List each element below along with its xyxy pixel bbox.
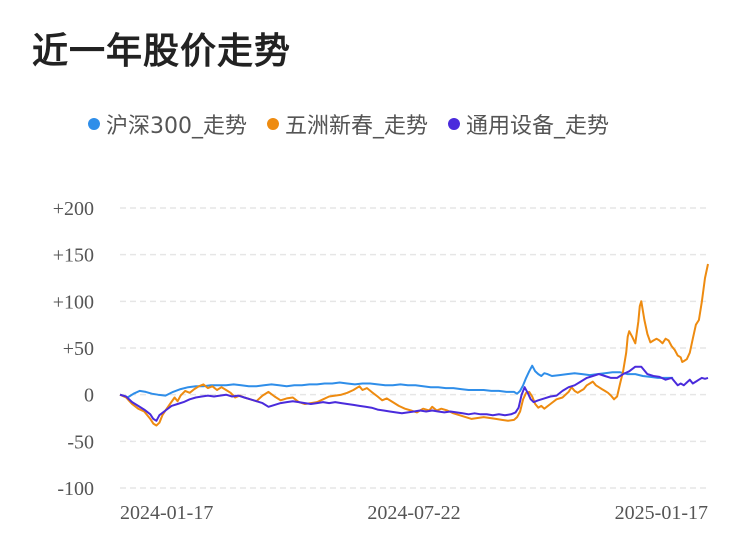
legend-item-wuzhou[interactable]: 五洲新春_走势: [267, 108, 428, 140]
series-line-1: [119, 263, 709, 427]
series-line-0: [119, 364, 674, 399]
x-tick-label: 2024-07-22: [367, 502, 460, 524]
legend-dot-icon: [88, 118, 100, 130]
y-axis-ticks: +200 +150 +100 +50 0 -50 -100: [53, 198, 94, 500]
legend-item-tongyong[interactable]: 通用设备_走势: [448, 108, 609, 140]
x-tick-label: 2025-01-17: [615, 502, 708, 524]
y-tick-label: 0: [84, 385, 94, 407]
legend: 沪深300_走势 五洲新春_走势 通用设备_走势: [88, 108, 629, 140]
legend-label-hs300: 沪深300_走势: [106, 114, 247, 139]
x-axis-ticks: 2024-01-17 2024-07-22 2025-01-17: [120, 502, 708, 524]
legend-item-hs300[interactable]: 沪深300_走势: [88, 108, 247, 140]
y-tick-label: +200: [53, 198, 94, 220]
gridlines: [120, 207, 708, 489]
y-tick-label: +50: [63, 338, 94, 360]
y-tick-label: -100: [57, 478, 94, 500]
series-lines: [119, 263, 709, 427]
chart-title: 近一年股价走势: [32, 31, 292, 72]
legend-dot-icon: [267, 118, 279, 130]
legend-dot-icon: [448, 118, 461, 130]
y-tick-label: -50: [67, 431, 94, 453]
y-tick-label: +150: [53, 245, 94, 267]
series-line-2: [119, 365, 709, 422]
legend-label-tongyong: 通用设备_走势: [466, 114, 610, 139]
legend-label-wuzhou: 五洲新春_走势: [285, 114, 429, 139]
x-tick-label: 2024-01-17: [120, 502, 213, 524]
y-tick-label: +100: [53, 291, 94, 313]
